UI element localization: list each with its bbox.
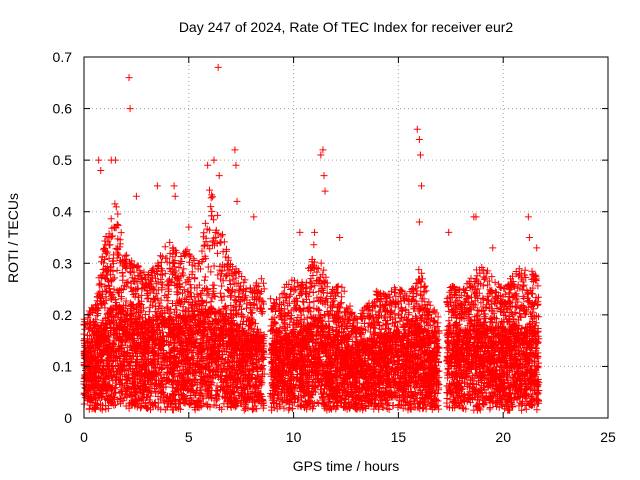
data-point-outlier	[525, 234, 533, 241]
y-tick-label: 0.4	[53, 204, 73, 220]
data-point-cloud	[80, 186, 543, 414]
data-point-outlier	[489, 244, 497, 252]
data-point-outlier	[204, 161, 212, 169]
data-point-outlier	[472, 213, 480, 221]
x-tick-label: 25	[600, 429, 616, 445]
data-point-outlier	[97, 166, 105, 174]
data-point-outlier	[232, 161, 240, 169]
data-point-outlier	[321, 187, 329, 195]
y-tick-label: 0.1	[53, 358, 73, 374]
data-point-outlier	[319, 146, 327, 154]
y-tick-label: 0	[64, 410, 72, 426]
data-point-outlier	[153, 182, 161, 190]
data-point-outlier	[170, 182, 178, 190]
y-tick-labels: 0 0.1 0.2 0.3 0.4 0.5 0.6 0.7	[53, 49, 73, 426]
data-points	[80, 63, 543, 414]
y-tick-label: 0.6	[53, 101, 73, 117]
data-point-outlier	[185, 223, 193, 231]
data-point-outlier	[125, 74, 133, 82]
y-tick-label: 0.3	[53, 255, 73, 271]
data-point-outlier	[445, 228, 453, 236]
x-tick-label: 0	[80, 429, 88, 445]
grid-lines	[84, 57, 608, 418]
data-point-outlier	[415, 218, 423, 226]
data-point-outlier	[311, 228, 319, 236]
x-tick-label: 20	[495, 429, 511, 445]
data-point-outlier	[296, 228, 304, 236]
x-axis-label: GPS time / hours	[293, 458, 400, 474]
y-tick-label: 0.2	[53, 307, 73, 323]
data-point-outlier	[233, 197, 241, 205]
data-point-outlier	[317, 151, 325, 159]
chart-title: Day 247 of 2024, Rate Of TEC Index for r…	[179, 19, 514, 35]
data-point-outlier	[413, 125, 421, 133]
data-point-outlier	[336, 234, 344, 241]
data-point-outlier	[215, 172, 223, 180]
y-axis-label: ROTI / TECUs	[5, 193, 21, 283]
data-point-outlier	[231, 146, 239, 154]
data-point-outlier	[417, 182, 425, 190]
y-tick-label: 0.5	[53, 152, 73, 168]
data-point-outlier	[533, 244, 541, 252]
data-point-outlier	[416, 151, 424, 159]
x-tick-label: 10	[286, 429, 302, 445]
data-point-outlier	[111, 156, 119, 164]
data-point-outlier	[214, 63, 222, 71]
data-point-outlier	[95, 156, 103, 164]
data-point-outlier	[320, 172, 328, 180]
data-point-outlier	[171, 192, 179, 200]
data-point-outlier	[132, 192, 140, 200]
x-tick-label: 15	[391, 429, 407, 445]
data-point-outlier	[126, 105, 134, 113]
y-tick-label: 0.7	[53, 49, 73, 65]
x-tick-labels: 0 5 10 15 20 25	[80, 429, 616, 445]
x-tick-label: 5	[185, 429, 193, 445]
plot-frame	[83, 56, 609, 419]
data-point-outlier	[415, 136, 423, 144]
tick-marks	[83, 56, 609, 419]
data-point-outlier	[250, 213, 258, 221]
axes-frame	[83, 56, 609, 419]
data-point-outlier	[210, 156, 218, 164]
data-point-outlier	[524, 213, 532, 221]
